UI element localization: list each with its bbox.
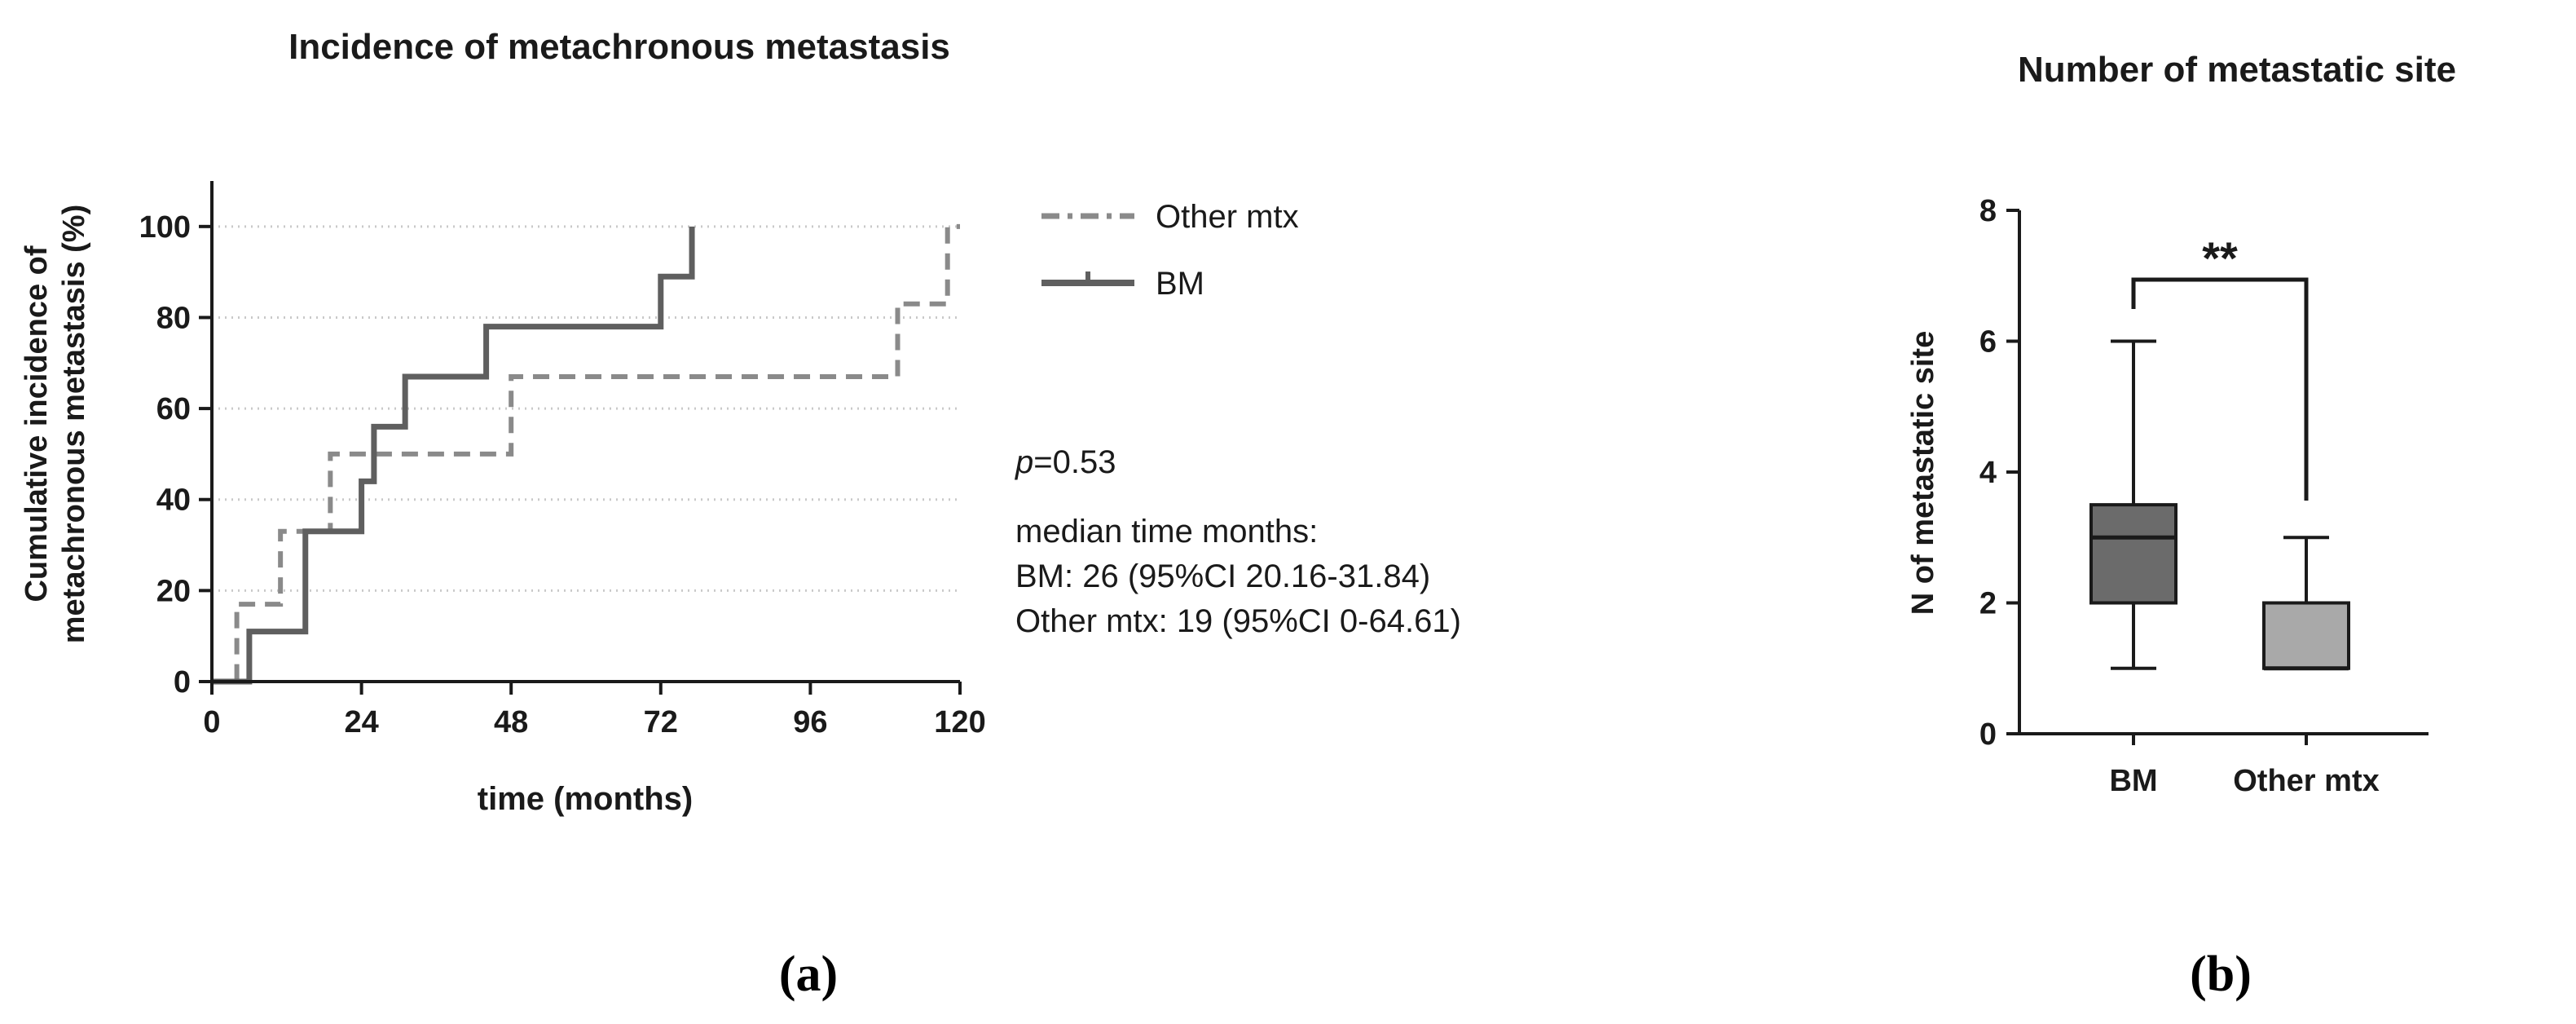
- y-tick-label-40: 40: [156, 483, 191, 518]
- series-line-other-mtx: [212, 223, 960, 684]
- chart-a-y-ticks: 0 20 40 60 80 100: [139, 210, 212, 700]
- chart-a-axes: [210, 181, 960, 683]
- b-y-tick-label-2: 2: [1979, 587, 1997, 621]
- b-x-tick-label-bm: BM: [2109, 764, 2157, 798]
- box-iqr-other-mtx: [2262, 601, 2350, 670]
- significance-bracket-line: [2131, 277, 2309, 501]
- x-tick-label-0: 0: [203, 705, 220, 739]
- box-other-mtx: [2262, 536, 2350, 671]
- chart-b-ylabel: N of metastatic site: [1906, 331, 1940, 615]
- legend-other-label: Other mtx: [1156, 199, 1299, 235]
- significance-bracket: **: [2131, 232, 2309, 501]
- x-tick-label-72: 72: [644, 705, 678, 739]
- legend-bm-label: BM: [1156, 266, 1204, 302]
- chart-b-x-ticks: BM Other mtx: [2109, 734, 2380, 798]
- x-tick-label-24: 24: [344, 705, 378, 739]
- b-x-tick-label-other-mtx: Other mtx: [2233, 764, 2379, 798]
- median-bm-line: BM: 26 (95%CI 20.16-31.84): [1015, 558, 1430, 594]
- b-y-tick-label-0: 0: [1979, 717, 1997, 752]
- chart-b-axes: [2018, 210, 2428, 735]
- panel-a-chart: Incidence of metachronous metastasis Cum…: [20, 27, 1461, 1002]
- x-tick-label-48: 48: [494, 705, 528, 739]
- x-tick-label-96: 96: [793, 705, 827, 739]
- panel-b-label: (b): [2190, 947, 2252, 1002]
- p-symbol: p: [1015, 444, 1033, 480]
- box-bm: [2089, 339, 2177, 670]
- chart-a-grid: [212, 225, 960, 592]
- panel-a-label: (a): [779, 947, 838, 1002]
- b-y-tick-label-4: 4: [1979, 456, 1997, 490]
- b-y-tick-label-8: 8: [1979, 194, 1997, 228]
- b-y-tick-label-6: 6: [1979, 325, 1997, 360]
- p-value-text: p=0.53: [1015, 444, 1116, 480]
- chart-a-title: Incidence of metachronous metastasis: [288, 27, 950, 67]
- box-iqr-bm: [2089, 503, 2177, 605]
- median-time-label: median time months:: [1015, 514, 1318, 550]
- x-tick-label-120: 120: [934, 705, 985, 739]
- y-tick-label-20: 20: [156, 574, 191, 608]
- y-tick-label-80: 80: [156, 301, 191, 335]
- p-value: =0.53: [1033, 444, 1116, 480]
- median-other-line: Other mtx: 19 (95%CI 0-64.61): [1015, 603, 1461, 639]
- chart-b-y-ticks: 0 2 4 6 8: [1979, 194, 2019, 752]
- y-tick-label-0: 0: [174, 665, 191, 700]
- chart-a-ylabel-line1: Cumulative incidence of: [20, 245, 54, 602]
- chart-b-title: Number of metastatic site: [2018, 50, 2456, 90]
- series-line-bm: [212, 226, 695, 685]
- y-tick-label-60: 60: [156, 392, 191, 426]
- chart-a-annotation: p=0.53 median time months: BM: 26 (95%CI…: [1015, 444, 1461, 639]
- panel-b-chart: Number of metastatic site N of metastati…: [1906, 50, 2456, 1002]
- chart-a-series: [212, 223, 960, 685]
- chart-a-ylabel-line2: metachronous metastasis (%): [57, 205, 91, 644]
- chart-a-xlabel: time (months): [478, 781, 693, 817]
- y-tick-label-100: 100: [139, 210, 191, 245]
- significance-stars: **: [2202, 232, 2238, 284]
- chart-a-x-ticks: 0 24 48 72 96 120: [203, 682, 986, 739]
- chart-a-legend: Other mtx BM: [1041, 199, 1299, 302]
- chart-b-boxes: [2089, 339, 2350, 671]
